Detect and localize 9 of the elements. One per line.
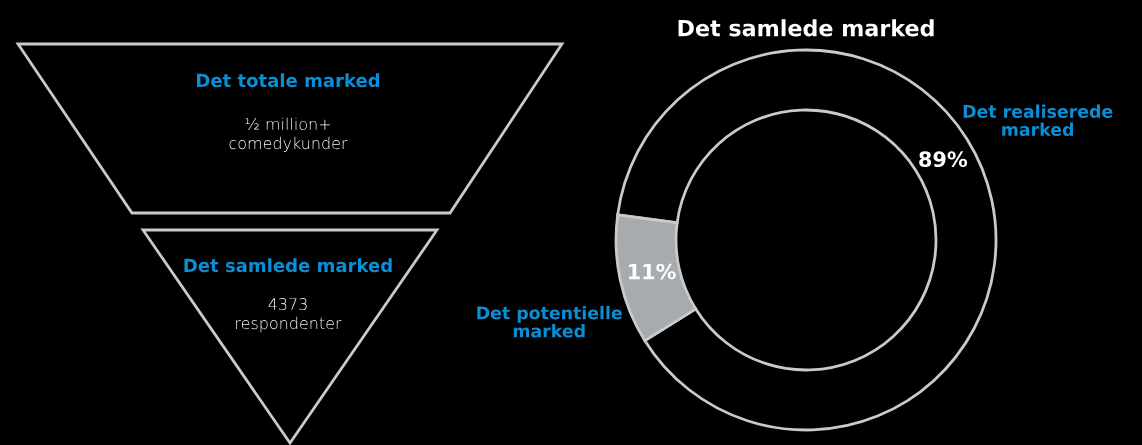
data-label: 89%	[919, 151, 968, 168]
text: 4373 respondenter	[236, 298, 342, 333]
category-label: Det samlede marked	[184, 258, 392, 273]
slice-label: Det potentielle marked	[477, 305, 622, 338]
chart-title: Det samlede marked	[678, 19, 934, 37]
slice-label: Det realiserede marked	[963, 104, 1113, 137]
category-label: Det totale marked	[196, 73, 380, 88]
data-label: 11%	[628, 263, 676, 280]
text: ½ million+ comedykunder	[229, 117, 348, 152]
